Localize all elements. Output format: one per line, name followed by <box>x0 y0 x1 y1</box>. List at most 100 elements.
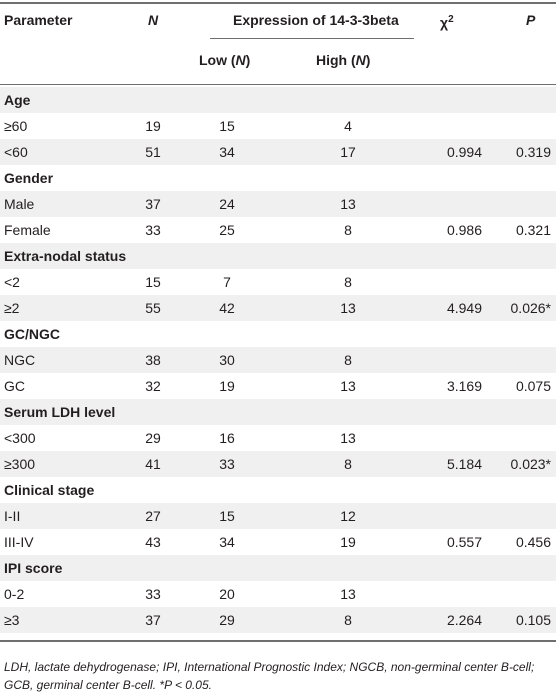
p-value-cell: 0.321 <box>515 222 551 238</box>
parameter-cell: ≥300 <box>4 456 36 472</box>
chi-square-cell: 0.986 <box>446 222 482 238</box>
header-bottom-rule <box>0 84 556 85</box>
n-cell: 43 <box>145 534 161 550</box>
low-cell: 16 <box>219 430 235 446</box>
table-row: <60 51 34 17 0.994 0.319 <box>0 139 556 165</box>
p-value-cell: 0.075 <box>515 378 551 394</box>
n-cell: 29 <box>145 430 161 446</box>
high-cell: 13 <box>340 196 356 212</box>
parameter-cell: Male <box>4 196 35 212</box>
parameter-cell: III-IV <box>4 534 34 550</box>
low-cell: 15 <box>219 118 235 134</box>
header-expression: Expression of 14-3-3beta <box>233 12 399 28</box>
parameter-cell: ≥2 <box>4 300 20 316</box>
n-cell: 33 <box>145 222 161 238</box>
header-low: Low (N) <box>199 51 250 69</box>
group-heading-row: Serum LDH level <box>0 399 556 425</box>
table-row: NGC 38 30 8 <box>0 347 556 373</box>
table-top-rule <box>0 2 556 4</box>
parameter-cell: <300 <box>4 430 36 446</box>
high-label: High ( <box>316 52 356 68</box>
parameter-cell: ≥60 <box>4 118 28 134</box>
chi-square-cell: 2.264 <box>446 612 482 628</box>
chi-superscript: 2 <box>448 14 454 25</box>
chi-symbol: χ <box>440 14 449 31</box>
n-cell: 33 <box>145 586 161 602</box>
low-cell: 19 <box>219 378 235 394</box>
high-cell: 12 <box>340 508 356 524</box>
parameter-cell: I-II <box>4 508 21 524</box>
header-n: N <box>148 12 159 28</box>
group-title: Serum LDH level <box>4 404 116 420</box>
low-cell: 25 <box>219 222 235 238</box>
high-cell: 13 <box>340 586 356 602</box>
header-parameter: Parameter <box>4 12 73 28</box>
table-bottom-rule <box>0 640 556 642</box>
group-title: GC/NGC <box>4 326 60 342</box>
high-cell: 13 <box>340 300 356 316</box>
table-row: III-IV 43 34 19 0.557 0.456 <box>0 529 556 555</box>
header-p: P <box>526 12 536 28</box>
parameter-cell: ≥3 <box>4 612 20 628</box>
chi-square-cell: 3.169 <box>446 378 482 394</box>
group-title: Extra-nodal status <box>4 248 127 264</box>
high-cell: 8 <box>344 352 352 368</box>
high-cell: 8 <box>344 274 352 290</box>
low-cell: 29 <box>219 612 235 628</box>
low-label: Low ( <box>199 52 236 68</box>
group-title: Clinical stage <box>4 482 95 498</box>
parameter-cell: NGC <box>4 352 36 368</box>
expression-subheader-rule <box>210 38 414 39</box>
n-cell: 27 <box>145 508 161 524</box>
table-row: Male 37 24 13 <box>0 191 556 217</box>
low-cell: 15 <box>219 508 235 524</box>
low-n: N <box>235 52 246 68</box>
n-cell: 51 <box>145 144 161 160</box>
n-cell: 19 <box>145 118 161 134</box>
high-n: N <box>355 52 366 68</box>
table-row: ≥2 55 42 13 4.949 0.026* <box>0 295 556 321</box>
n-cell: 37 <box>145 196 161 212</box>
low-cell: 33 <box>219 456 235 472</box>
p-value-cell: 0.023* <box>510 456 551 472</box>
chi-square-cell: 0.994 <box>446 144 482 160</box>
parameter-cell: Female <box>4 222 51 238</box>
chi-square-cell: 5.184 <box>446 456 482 472</box>
low-cell: 34 <box>219 144 235 160</box>
table-row: ≥300 41 33 8 5.184 0.023* <box>0 451 556 477</box>
high-cell: 13 <box>340 378 356 394</box>
header-chi-square: χ2 <box>440 11 454 32</box>
group-heading-row: Clinical stage <box>0 477 556 503</box>
table-footnote: LDH, lactate dehydrogenase; IPI, Interna… <box>4 658 552 694</box>
low-cell: 42 <box>219 300 235 316</box>
n-cell: 38 <box>145 352 161 368</box>
footnote-tail: < 0.05. <box>171 678 212 692</box>
table-row: I-II 27 15 12 <box>0 503 556 529</box>
p-value-cell: 0.319 <box>515 144 551 160</box>
chi-square-cell: 0.557 <box>446 534 482 550</box>
high-cell: 13 <box>340 430 356 446</box>
table-row: ≥60 19 15 4 <box>0 113 556 139</box>
table-row: <2 15 7 8 <box>0 269 556 295</box>
group-title: Age <box>4 92 31 108</box>
chi-square-cell: 4.949 <box>446 300 482 316</box>
p-value-cell: 0.105 <box>515 612 551 628</box>
low-cell: 20 <box>219 586 235 602</box>
n-cell: 15 <box>145 274 161 290</box>
high-close: ) <box>365 52 371 68</box>
n-cell: 37 <box>145 612 161 628</box>
parameter-cell: <2 <box>4 274 20 290</box>
n-cell: 55 <box>145 300 161 316</box>
header-high: High (N) <box>316 51 370 69</box>
p-value-cell: 0.026* <box>510 300 551 316</box>
high-cell: 17 <box>340 144 356 160</box>
footnote-p: P <box>164 678 172 692</box>
parameter-cell: GC <box>4 378 25 394</box>
n-cell: 41 <box>145 456 161 472</box>
group-title: IPI score <box>4 560 63 576</box>
group-heading-row: Extra-nodal status <box>0 243 556 269</box>
low-cell: 24 <box>219 196 235 212</box>
low-cell: 7 <box>223 274 231 290</box>
high-cell: 8 <box>344 456 352 472</box>
group-heading-row: IPI score <box>0 555 556 581</box>
